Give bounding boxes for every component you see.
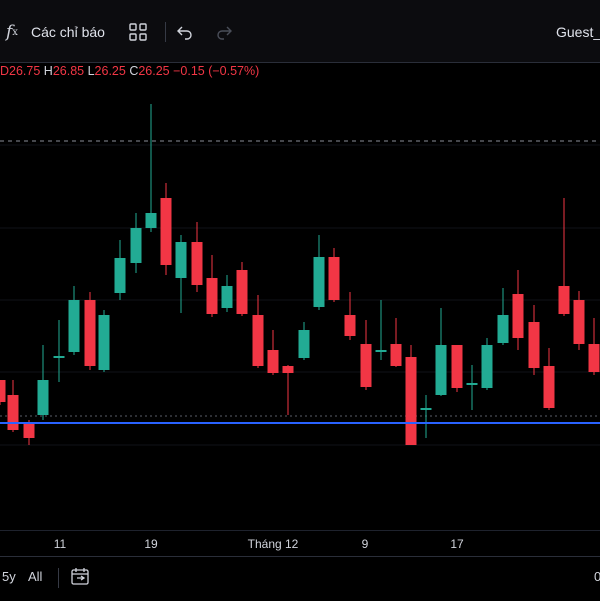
candlestick-chart[interactable]	[0, 62, 600, 530]
indicators-button[interactable]: Các chỉ báo	[31, 24, 105, 40]
candle-body	[497, 315, 509, 343]
candle-body	[98, 315, 110, 370]
layout-grid-icon[interactable]	[128, 20, 148, 44]
candle-body	[512, 294, 524, 338]
candle-body	[558, 286, 570, 314]
candle-body	[588, 344, 600, 372]
candle-body	[360, 344, 372, 387]
candle-body	[328, 257, 340, 300]
candle-body	[206, 278, 218, 314]
candle-body	[37, 380, 49, 415]
candle-body	[390, 344, 402, 366]
x-axis-label: 19	[144, 537, 158, 551]
open-value: D26.75	[0, 64, 41, 78]
fx-symbol: f	[6, 22, 13, 42]
x-axis-label: Tháng 12	[247, 537, 299, 551]
bottom-divider	[58, 568, 59, 588]
x-axis-label: 11	[53, 537, 67, 551]
candle-body	[298, 330, 310, 358]
candle-body	[267, 350, 279, 373]
candle-body	[282, 366, 294, 373]
close-value: 26.25	[138, 64, 170, 78]
candle-body	[466, 383, 478, 385]
ohlc-legend: D26.75 H26.85 L26.25 C26.25 −0.15 (−0.57…	[0, 64, 259, 78]
high-key: H	[43, 64, 53, 78]
candle-body	[23, 424, 35, 438]
x-axis-label: 9	[361, 537, 369, 551]
fx-sub: x	[12, 26, 18, 38]
low-key: L	[87, 64, 95, 78]
toolbar-divider	[165, 22, 166, 42]
candle-body	[451, 345, 463, 388]
candle-body	[191, 242, 203, 285]
redo-icon[interactable]	[215, 20, 233, 44]
x-axis: 11 19 Tháng 12 9 17	[0, 530, 600, 557]
right-axis-value: 0	[594, 569, 600, 584]
candle-body	[236, 270, 248, 314]
high-value: 26.85	[52, 64, 85, 78]
undo-icon[interactable]	[176, 20, 194, 44]
candle-body	[252, 315, 264, 366]
candle-body	[573, 300, 585, 344]
calendar-range-icon[interactable]	[70, 567, 92, 590]
candle-body	[53, 356, 65, 358]
change-value: −0.15 (−0.57%)	[173, 64, 260, 78]
range-all-button[interactable]: All	[28, 569, 43, 584]
candle-body	[0, 380, 6, 402]
user-label[interactable]: Guest_	[556, 24, 600, 40]
candle-body	[344, 315, 356, 336]
candle-body	[145, 213, 157, 228]
candle-body	[375, 350, 387, 352]
candle-body	[528, 322, 540, 368]
candle-body	[435, 345, 447, 395]
candle-body	[84, 300, 96, 366]
candle-body	[481, 345, 493, 388]
candle-body	[114, 258, 126, 293]
x-axis-label: 17	[450, 537, 464, 551]
bottom-toolbar: 5y All 0	[0, 556, 600, 601]
candle-body	[130, 228, 142, 263]
candle-body	[175, 242, 187, 278]
candle-body	[313, 257, 325, 307]
candle-body	[221, 286, 233, 308]
candle-body	[543, 366, 555, 408]
range-5y-button[interactable]: 5y	[2, 569, 16, 584]
candle-body	[7, 395, 19, 430]
candle-body	[420, 408, 432, 410]
close-key: C	[129, 64, 139, 78]
low-value: 26.25	[94, 64, 126, 78]
candle-body	[160, 198, 172, 265]
candle-body	[405, 357, 417, 445]
candle-body	[68, 300, 80, 352]
